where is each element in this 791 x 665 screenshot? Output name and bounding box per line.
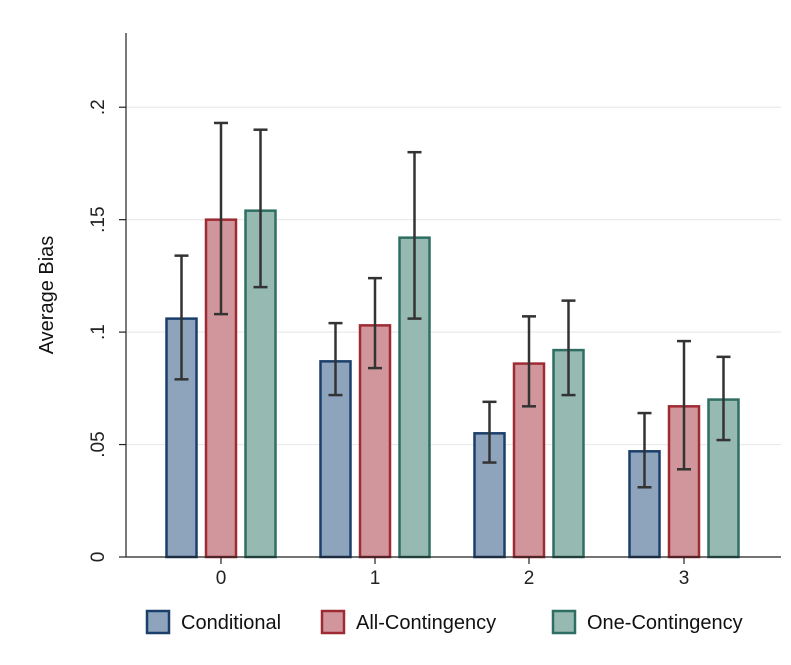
legend-swatch bbox=[145, 609, 171, 635]
y-tick-label: .15 bbox=[88, 206, 109, 232]
y-tick-label: .05 bbox=[88, 431, 109, 457]
bars bbox=[165, 209, 740, 559]
bar bbox=[358, 324, 392, 559]
y-axis-title: Average Bias bbox=[36, 236, 58, 355]
x-tick-label: 3 bbox=[679, 568, 690, 589]
x-tick-label: 2 bbox=[524, 568, 535, 589]
legend-label: Conditional bbox=[181, 612, 281, 634]
error-bars bbox=[174, 121, 731, 489]
x-tick-label: 1 bbox=[370, 568, 381, 589]
y-tick-label: .1 bbox=[88, 324, 109, 340]
y-tick-label: 0 bbox=[88, 552, 109, 563]
legend-swatch bbox=[320, 609, 346, 635]
legend-label: One-Contingency bbox=[587, 612, 743, 634]
x-axis: 0 1 2 3 bbox=[216, 557, 690, 589]
x-tick-label: 0 bbox=[216, 568, 227, 589]
legend-label: All-Contingency bbox=[356, 612, 496, 634]
y-tick-label: .2 bbox=[88, 99, 109, 115]
legend-swatch bbox=[551, 609, 577, 635]
y-axis: 0 .05 .1 .15 .2 bbox=[88, 99, 126, 562]
legend: Conditional All-Contingency One-Contingenc… bbox=[145, 609, 743, 635]
